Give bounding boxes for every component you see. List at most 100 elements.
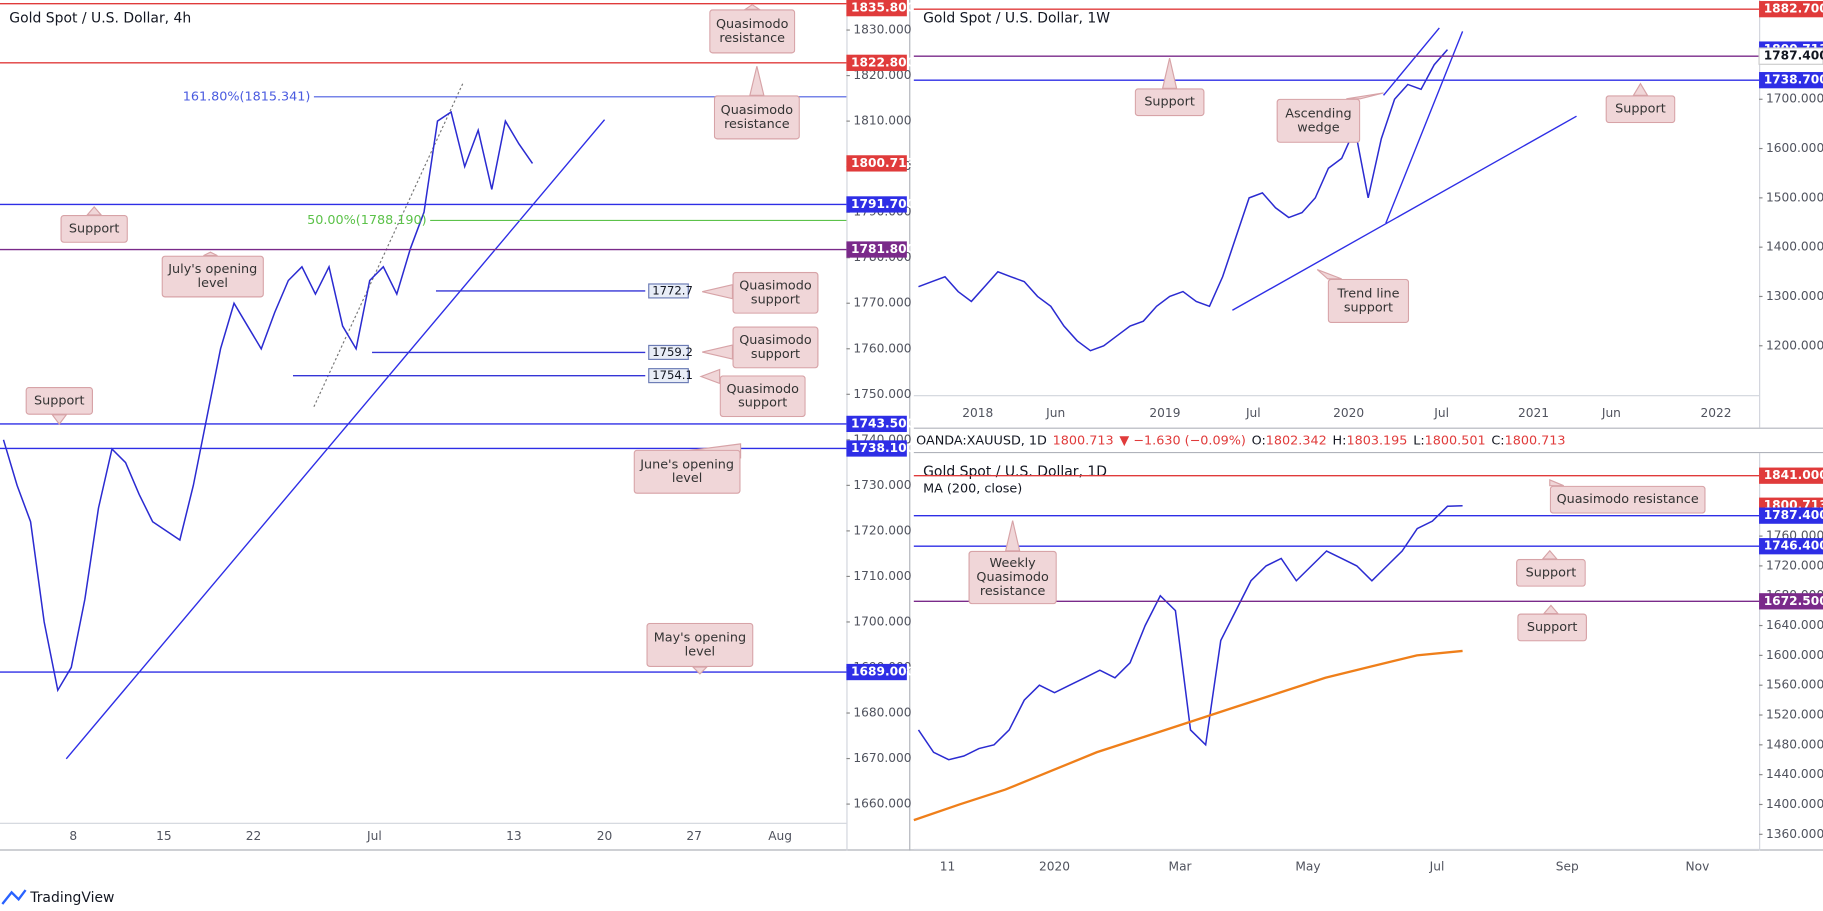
- x-tick-label: 8: [69, 829, 77, 843]
- y-tick-label: 1600.000: [1766, 141, 1823, 155]
- annotation-text: July's opening level: [161, 255, 264, 298]
- price-label: 1822.800: [851, 55, 915, 69]
- annotation-text: Quasimodo resistance: [1549, 485, 1706, 514]
- price-label-bg: [846, 415, 907, 433]
- info-part: C:: [1491, 433, 1504, 448]
- y-tick-label: 1300.000: [1766, 289, 1823, 303]
- panel-title: Gold Spot / U.S. Dollar, 1D: [923, 464, 1107, 480]
- price-label: 1787.400: [1764, 49, 1823, 63]
- annotation: May's opening level: [646, 622, 754, 667]
- level-tag: 1759.2: [652, 345, 693, 359]
- y-tick-label: 1640.000: [1766, 618, 1823, 632]
- y-tick-label: 1500.000: [1766, 190, 1823, 204]
- annotation: Support: [1516, 558, 1586, 587]
- x-tick-label: 11: [940, 859, 956, 873]
- annotation-text: May's opening level: [646, 622, 754, 667]
- y-tick-label: 1770.000: [853, 296, 911, 310]
- callout-pointer: [691, 666, 709, 675]
- y-tick-label: 1560.000: [1766, 678, 1823, 692]
- level-tag-bg: [648, 344, 689, 360]
- y-tick-label: 1400.000: [1766, 240, 1823, 254]
- price-series: [917, 504, 1463, 761]
- annotation-text: Trend line support: [1327, 278, 1410, 324]
- y-tick-label: 1810.000: [853, 114, 911, 128]
- level-tag-bg: [648, 283, 689, 299]
- x-tick-label: Nov: [1686, 859, 1710, 873]
- trend-line: [1232, 115, 1577, 311]
- annotation: Support: [1517, 613, 1587, 642]
- y-tick-label: 1720.000: [1766, 558, 1823, 572]
- trend-line: [65, 119, 606, 760]
- y-tick-label: 1440.000: [1766, 767, 1823, 781]
- info-part: 1800.713: [1505, 433, 1566, 448]
- callout-pointer: [203, 251, 218, 257]
- y-tick-label: 1360.000: [1766, 827, 1823, 841]
- price-label: 1882.700: [1764, 2, 1823, 16]
- x-tick-label: 2020: [1333, 406, 1364, 420]
- annotation: Support: [1605, 95, 1676, 124]
- info-part: 1802.342: [1266, 433, 1327, 448]
- level-tag-bg: [648, 368, 689, 384]
- callout-pointer: [749, 66, 765, 96]
- price-label-bg: [1759, 1, 1823, 18]
- x-tick-label: 2022: [1701, 406, 1732, 420]
- price-label-bg: [846, 440, 907, 457]
- info-part: L:: [1413, 433, 1424, 448]
- price-label: 1746.400: [1764, 539, 1823, 553]
- annotation-text: Support: [60, 214, 128, 243]
- price-series: [918, 49, 1449, 352]
- annotation: Support: [1134, 88, 1205, 117]
- info-part: ▼ −1.630 (−0.09%): [1119, 433, 1245, 448]
- x-tick-label: Jul: [1245, 406, 1261, 420]
- callout-pointer: [743, 3, 762, 10]
- wedge-line: [1385, 31, 1464, 224]
- annotation-text: Quasimodo support: [732, 271, 819, 314]
- annotation-text: Quasimodo resistance: [713, 95, 800, 140]
- x-tick-label: 2019: [1149, 406, 1180, 420]
- y-tick-label: 1720.000: [853, 523, 911, 537]
- logo-icon: [1, 889, 27, 905]
- level-tag: 1772.7: [652, 283, 693, 297]
- price-series: [913, 649, 1463, 822]
- x-tick-label: 27: [686, 829, 702, 843]
- fib-line: [313, 83, 464, 407]
- annotation-text: Quasimodo support: [719, 375, 806, 418]
- y-tick-label: 1400.000: [1766, 797, 1823, 811]
- annotation-text: Support: [1605, 95, 1676, 124]
- info-part: 1800.713: [1053, 433, 1114, 448]
- annotation-text: Weekly Quasimodo resistance: [968, 550, 1057, 605]
- callout-pointer: [702, 344, 734, 360]
- y-tick-label: 1660.000: [853, 797, 911, 811]
- price-label: 1738.100: [851, 441, 915, 455]
- x-tick-label: 15: [156, 829, 172, 843]
- info-part: 1800.501: [1425, 433, 1486, 448]
- price-label-bg: [846, 54, 907, 71]
- x-tick-label: Jun: [1601, 406, 1621, 420]
- callout-pointer: [1346, 92, 1384, 100]
- x-tick-label: Jul: [366, 829, 382, 843]
- fib-label: 50.00%(1788.190): [307, 213, 427, 228]
- info-part: H:: [1333, 433, 1347, 448]
- y-tick-label: 1700.000: [1766, 92, 1823, 106]
- x-tick-label: Jul: [1433, 406, 1449, 420]
- annotation-text: Ascending wedge: [1276, 98, 1361, 143]
- annotation-text: June's opening level: [633, 449, 741, 494]
- annotation: Weekly Quasimodo resistance: [968, 550, 1057, 605]
- callout-pointer: [1542, 604, 1560, 615]
- y-tick-label: 1710.000: [853, 569, 911, 583]
- annotation-text: Support: [1517, 613, 1587, 642]
- price-label-bg: [846, 663, 907, 681]
- info-part: OANDA:XAUUSD, 1D: [916, 433, 1047, 448]
- callout-pointer: [1632, 82, 1649, 96]
- price-label-bg: [846, 241, 907, 258]
- price-series: [2, 110, 534, 693]
- logo: TradingView: [1, 889, 114, 906]
- info-part: O:: [1252, 433, 1266, 448]
- annotation: June's opening level: [633, 449, 741, 494]
- annotation-text: Quasimodo support: [732, 326, 819, 369]
- y-tick-label: 1600.000: [1766, 648, 1823, 662]
- y-tick-label: 1820.000: [853, 68, 911, 82]
- x-tick-label: 2018: [962, 406, 993, 420]
- level-tag: 1754.1: [652, 368, 693, 382]
- y-tick-label: 1680.000: [853, 706, 911, 720]
